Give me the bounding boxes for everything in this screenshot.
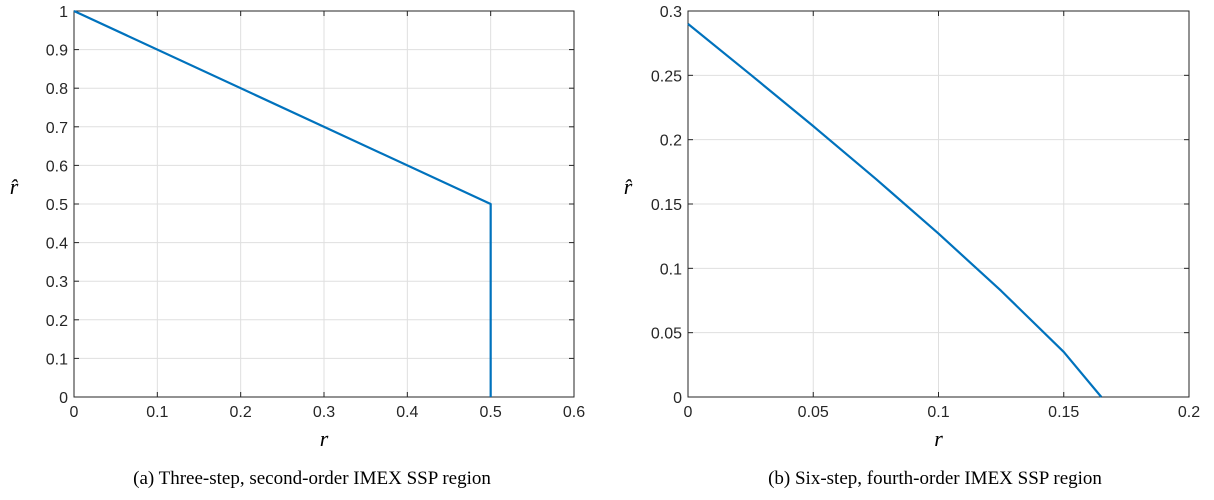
y-tick-label: 0 xyxy=(59,390,68,407)
x-axis-label: r xyxy=(934,426,943,451)
series-line xyxy=(687,23,1103,398)
y-tick-label: 0.25 xyxy=(651,68,682,85)
y-tick-label: 1 xyxy=(59,4,68,21)
series-line xyxy=(73,10,492,397)
y-tick-label: 0.3 xyxy=(660,4,682,21)
x-tick-label: 0 xyxy=(684,404,693,421)
x-tick-label: 0.3 xyxy=(313,404,335,421)
y-tick-label: 0.2 xyxy=(660,133,682,150)
y-tick-label: 0.6 xyxy=(46,158,68,175)
x-tick-label: 0.1 xyxy=(927,404,949,421)
x-tick-label: 0.5 xyxy=(480,404,502,421)
x-axis-label: r xyxy=(320,426,329,451)
x-tick-label: 0.2 xyxy=(1178,404,1200,421)
y-tick-label: 0.3 xyxy=(46,274,68,291)
y-tick-label: 0.4 xyxy=(46,236,68,253)
x-tick-label: 0.6 xyxy=(563,404,585,421)
panel-caption: (b) Six-step, fourth-order IMEX SSP regi… xyxy=(768,468,1102,489)
y-tick-label: 0.8 xyxy=(46,81,68,98)
x-tick-label: 0.1 xyxy=(146,404,168,421)
x-tick-label: 0 xyxy=(70,404,79,421)
y-tick-label: 0 xyxy=(673,390,682,407)
y-tick-label: 0.2 xyxy=(46,313,68,330)
y-axis-label: r̂ xyxy=(624,174,633,199)
y-tick-label: 0.05 xyxy=(651,326,682,343)
x-tick-label: 0.05 xyxy=(798,404,829,421)
chart-panel-b: 0 0.05 0.1 0.15 0.2 0 0.05 0.1 0.15 0.2 0.25 0.3 r r̂… xyxy=(624,4,1201,489)
chart-panel-a: 0 0.1 0.2 0.3 0.4 0.5 0.6 0 0.1 0.2 0.3 0.4 0.5 0.6 0.… xyxy=(10,4,586,489)
y-tick-label: 0.7 xyxy=(46,120,68,137)
y-axis-label: r̂ xyxy=(10,174,19,199)
panel-caption: (a) Three-step, second-order IMEX SSP re… xyxy=(133,468,491,489)
x-tick-label: 0.2 xyxy=(230,404,252,421)
y-tick-label: 0.1 xyxy=(46,351,68,368)
y-tick-label: 0.1 xyxy=(660,261,682,278)
y-tick-label: 0.5 xyxy=(46,197,68,214)
y-tick-label: 0.9 xyxy=(46,43,68,60)
x-tick-label: 0.15 xyxy=(1048,404,1079,421)
y-tick-label: 0.15 xyxy=(651,197,682,214)
x-tick-label: 0.4 xyxy=(396,404,418,421)
